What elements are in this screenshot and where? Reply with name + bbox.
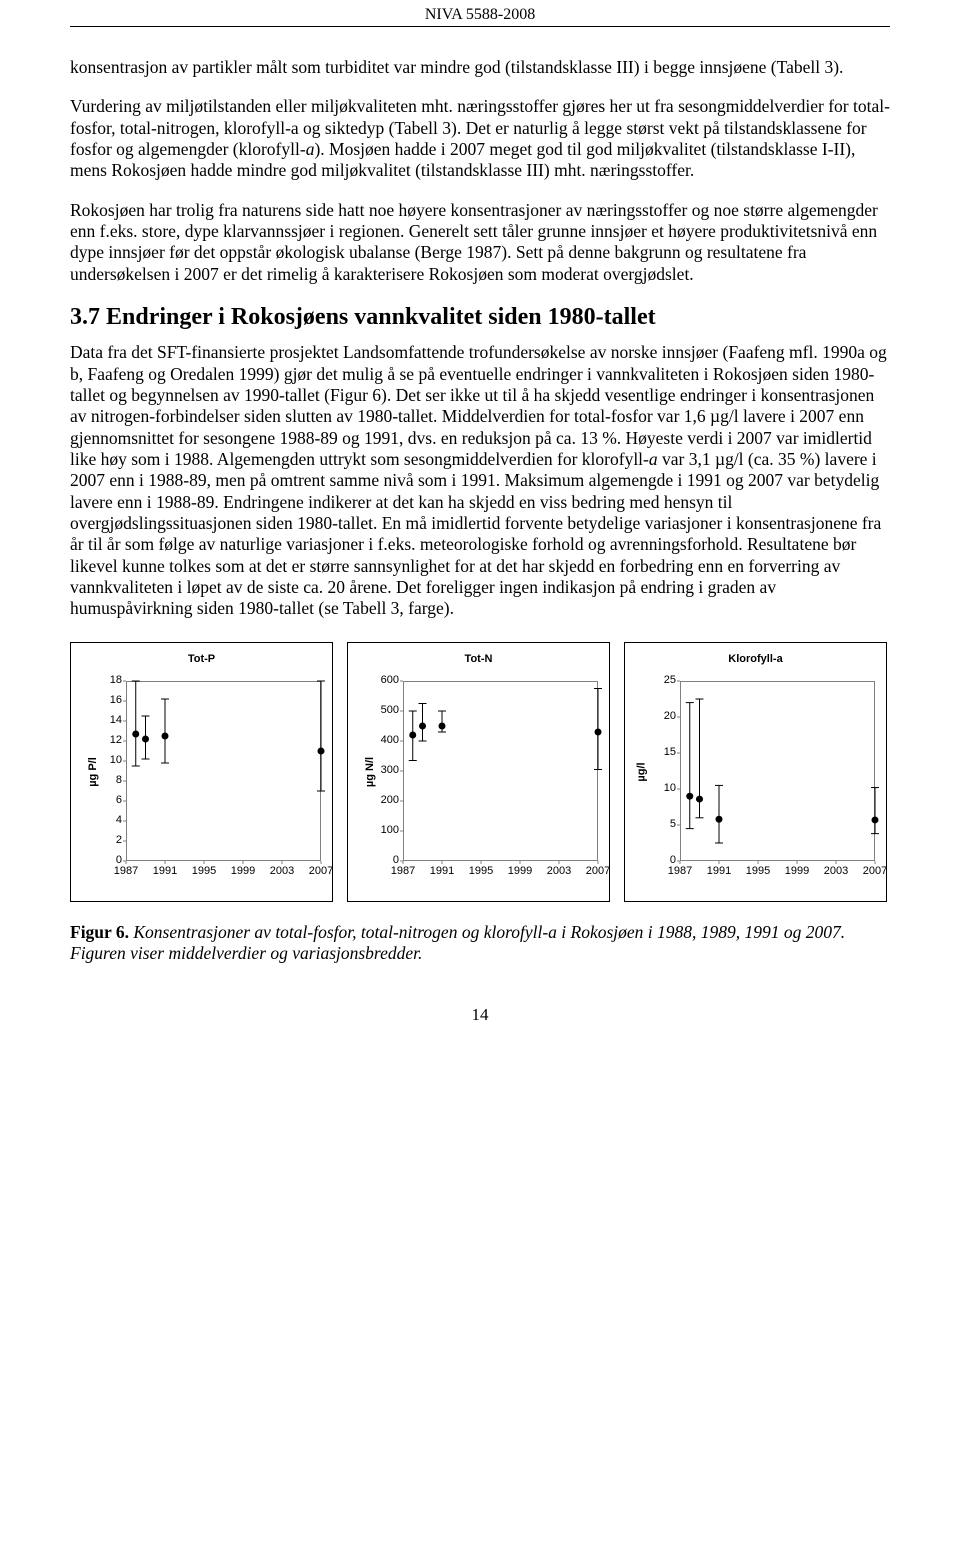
- charts-row: Tot-Pµg P/l02468101214161819871991199519…: [70, 642, 890, 902]
- chart-tot-p: Tot-Pµg P/l02468101214161819871991199519…: [70, 642, 333, 902]
- page-header: NIVA 5588-2008: [70, 0, 890, 27]
- paragraph-3: Rokosjøen har trolig fra naturens side h…: [70, 200, 890, 285]
- figure-caption: Figur 6. Konsentrasjoner av total-fosfor…: [70, 922, 890, 965]
- chart-tot-n: Tot-Nµg N/l01002003004005006001987199119…: [347, 642, 610, 902]
- chart-svg: [348, 643, 611, 903]
- section-heading: 3.7 Endringer i Rokosjøens vannkvalitet …: [70, 303, 890, 332]
- chart-klorofyll: Klorofyll-aµg/l0510152025198719911995199…: [624, 642, 887, 902]
- paragraph-4: Data fra det SFT-finansierte prosjektet …: [70, 342, 890, 619]
- chart-svg: [71, 643, 334, 903]
- page-number: 14: [70, 1005, 890, 1025]
- body-text: konsentrasjon av partikler målt som turb…: [70, 57, 890, 620]
- chart-svg: [625, 643, 888, 903]
- paragraph-1: konsentrasjon av partikler målt som turb…: [70, 57, 890, 78]
- paragraph-2: Vurdering av miljøtilstanden eller miljø…: [70, 96, 890, 181]
